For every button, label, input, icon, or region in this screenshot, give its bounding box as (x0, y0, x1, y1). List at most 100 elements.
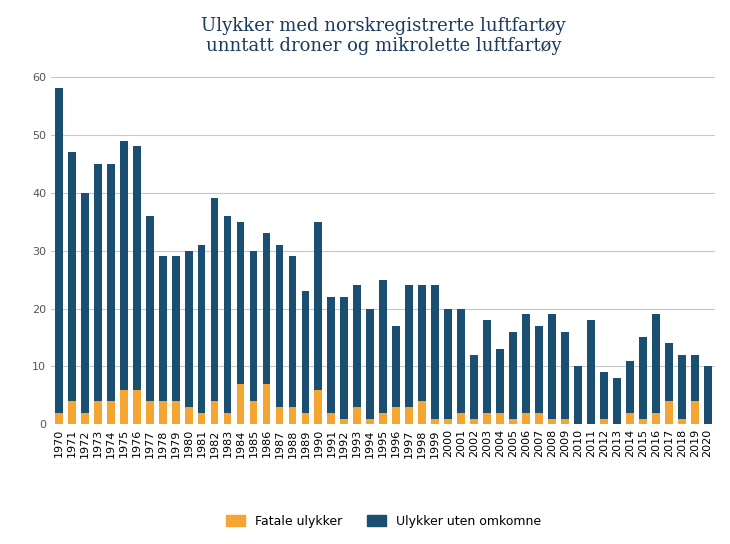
Bar (159, 256, 166, 401)
Bar (223, 413, 231, 424)
Bar (509, 418, 517, 424)
Bar (522, 413, 530, 424)
Bar (172, 256, 180, 401)
Bar (55, 413, 63, 424)
Bar (263, 233, 270, 384)
Bar (211, 199, 218, 401)
Bar (548, 418, 556, 424)
Bar (263, 384, 270, 424)
Bar (340, 297, 348, 418)
Bar (457, 308, 465, 413)
Bar (677, 355, 685, 418)
Bar (94, 164, 101, 401)
Bar (146, 216, 153, 401)
Bar (301, 413, 310, 424)
Bar (613, 378, 620, 424)
Bar (548, 314, 556, 418)
Bar (237, 221, 245, 384)
Bar (340, 418, 348, 424)
Bar (146, 401, 153, 424)
Bar (250, 251, 258, 401)
Bar (535, 326, 543, 413)
Bar (237, 384, 245, 424)
Bar (445, 418, 452, 424)
Bar (626, 413, 634, 424)
Bar (405, 407, 413, 424)
Bar (185, 407, 193, 424)
Bar (133, 390, 141, 424)
Bar (107, 401, 115, 424)
Bar (418, 286, 426, 401)
Bar (185, 251, 193, 407)
Bar (665, 401, 672, 424)
Bar (81, 193, 89, 413)
Bar (301, 291, 310, 413)
Bar (353, 407, 361, 424)
Bar (68, 401, 76, 424)
Bar (159, 401, 166, 424)
Bar (328, 413, 335, 424)
Bar (418, 401, 426, 424)
Bar (198, 245, 206, 413)
Bar (522, 314, 530, 413)
Bar (288, 256, 296, 407)
Bar (68, 152, 76, 401)
Bar (211, 401, 218, 424)
Bar (315, 221, 322, 390)
Bar (600, 372, 607, 418)
Bar (470, 355, 478, 418)
Bar (574, 367, 582, 424)
Title: Ulykker med norskregistrerte luftfartøy
unntatt droner og mikrolette luftfartøy: Ulykker med norskregistrerte luftfartøy … (201, 16, 566, 55)
Bar (639, 337, 647, 418)
Bar (470, 418, 478, 424)
Bar (107, 164, 115, 401)
Bar (587, 320, 595, 424)
Bar (496, 349, 504, 413)
Bar (483, 413, 491, 424)
Bar (275, 245, 283, 407)
Bar (275, 407, 283, 424)
Bar (198, 413, 206, 424)
Bar (366, 418, 374, 424)
Bar (431, 418, 439, 424)
Bar (353, 286, 361, 407)
Bar (288, 407, 296, 424)
Bar (380, 413, 387, 424)
Bar (639, 418, 647, 424)
Bar (535, 413, 543, 424)
Bar (120, 140, 128, 390)
Bar (172, 401, 180, 424)
Bar (652, 413, 660, 424)
Bar (600, 418, 607, 424)
Bar (380, 280, 387, 413)
Bar (223, 216, 231, 413)
Bar (120, 390, 128, 424)
Bar (250, 401, 258, 424)
Bar (392, 326, 400, 407)
Bar (328, 297, 335, 413)
Bar (366, 308, 374, 418)
Bar (457, 413, 465, 424)
Bar (691, 355, 699, 401)
Bar (652, 314, 660, 413)
Bar (509, 332, 517, 418)
Bar (691, 401, 699, 424)
Bar (561, 332, 569, 418)
Bar (677, 418, 685, 424)
Bar (561, 418, 569, 424)
Bar (133, 146, 141, 390)
Bar (431, 286, 439, 418)
Bar (704, 367, 712, 424)
Legend: Fatale ulykker, Ulykker uten omkomne: Fatale ulykker, Ulykker uten omkomne (220, 510, 546, 533)
Bar (665, 343, 672, 401)
Bar (405, 286, 413, 407)
Bar (626, 361, 634, 413)
Bar (315, 390, 322, 424)
Bar (94, 401, 101, 424)
Bar (496, 413, 504, 424)
Bar (55, 89, 63, 413)
Bar (392, 407, 400, 424)
Bar (445, 308, 452, 418)
Bar (81, 413, 89, 424)
Bar (483, 320, 491, 413)
